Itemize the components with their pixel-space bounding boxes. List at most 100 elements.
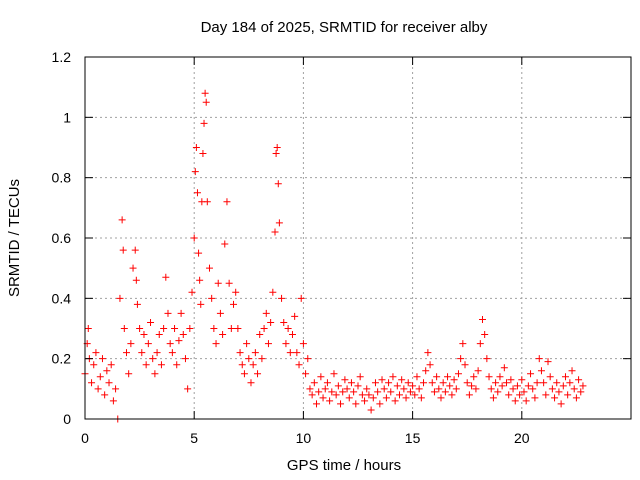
data-point-marker [575, 376, 583, 384]
data-point-marker [205, 264, 213, 272]
data-point-marker [175, 337, 183, 345]
data-point-marker [122, 349, 130, 357]
data-point-marker [216, 309, 224, 317]
data-point-marker [273, 144, 281, 151]
data-point-marker [347, 379, 355, 387]
x-tick-label: 20 [514, 430, 530, 446]
data-point-marker [426, 361, 434, 369]
data-point-marker [529, 385, 537, 393]
data-point-marker [295, 361, 303, 369]
data-point-marker [160, 325, 168, 332]
data-point-marker [367, 406, 375, 414]
data-point-marker [254, 370, 262, 378]
data-point-marker [90, 361, 98, 369]
data-point-marker [468, 382, 476, 390]
data-point-marker [409, 382, 417, 390]
data-point-marker [361, 397, 369, 405]
y-tick-label: 1 [63, 109, 71, 125]
data-point-marker [275, 219, 283, 227]
data-point-marker [503, 379, 511, 387]
plot-frame [84, 56, 632, 420]
y-tick-label: 0 [63, 411, 71, 427]
data-point-marker [284, 325, 292, 332]
data-point-marker [489, 394, 497, 402]
data-point-marker [561, 373, 569, 381]
chart-title: Day 184 of 2025, SRMTID for receiver alb… [201, 19, 488, 36]
data-point-marker [177, 309, 185, 317]
data-point-marker [234, 325, 242, 332]
data-point-marker [450, 376, 458, 384]
data-point-marker [527, 370, 535, 378]
data-point-marker [317, 373, 325, 381]
x-tick-label: 10 [296, 430, 312, 446]
data-point-marker [356, 373, 364, 381]
data-point-marker [219, 331, 227, 339]
data-point-marker [299, 340, 307, 348]
data-point-marker [225, 279, 233, 287]
data-point-marker [323, 379, 331, 387]
data-point-marker [315, 388, 323, 396]
data-point-marker [144, 340, 152, 348]
data-point-marker [533, 379, 541, 387]
y-tick-label: 0.6 [52, 230, 72, 246]
data-point-marker [88, 379, 96, 387]
data-point-marker [420, 379, 428, 387]
data-point-marker [363, 385, 371, 393]
data-point-marker [330, 370, 338, 378]
y-tick-label: 0.8 [52, 170, 72, 186]
data-point-marker [238, 361, 246, 369]
data-point-marker [262, 309, 270, 317]
data-point-marker [577, 388, 585, 396]
data-point-marker [291, 312, 299, 320]
data-point-marker [173, 361, 181, 369]
data-point-marker [200, 119, 208, 127]
data-point-marker [310, 379, 318, 387]
data-point-marker [274, 180, 282, 188]
data-point-marker [155, 331, 163, 339]
data-point-marker [227, 325, 235, 332]
data-point-marker [272, 150, 280, 158]
data-point-marker [343, 385, 351, 393]
axis-ticks: 0 0.2 0.4 0.6 0.8 1 1.2 0 5 10 15 20 [52, 49, 631, 446]
data-point-marker [524, 382, 532, 390]
data-point-marker [546, 373, 554, 381]
data-point-marker [444, 373, 452, 381]
data-point-marker [404, 379, 412, 387]
data-point-marker [232, 288, 240, 296]
data-point-marker [559, 382, 567, 390]
data-point-marker [151, 370, 159, 378]
data-point-marker [555, 388, 563, 396]
data-point-marker [278, 294, 286, 302]
data-point-marker [321, 385, 329, 393]
x-tick-label: 5 [190, 430, 198, 446]
data-point-marker [424, 349, 432, 357]
data-point-marker [437, 394, 445, 402]
data-point-marker [395, 391, 403, 399]
data-point-marker [147, 318, 155, 326]
data-point-marker [190, 234, 198, 242]
data-point-marker [516, 391, 524, 399]
data-point-marker [313, 400, 321, 408]
data-point-marker [306, 385, 314, 393]
data-point-marker [136, 325, 144, 332]
data-point-marker [181, 355, 189, 363]
data-point-marker [308, 391, 316, 399]
data-point-marker [251, 349, 259, 357]
data-point-marker [140, 331, 148, 339]
data-point-marker [476, 340, 484, 348]
y-axis-label: SRMTID / TECUs [6, 179, 23, 297]
data-point-marker [196, 276, 204, 284]
data-point-marker [542, 391, 550, 399]
data-point-marker [249, 361, 257, 369]
data-point-marker [454, 370, 462, 378]
data-point-marker [125, 370, 133, 378]
data-point-marker [210, 325, 218, 332]
data-point-marker [435, 385, 443, 393]
data-point-marker [319, 394, 327, 402]
data-point-marker [485, 373, 493, 381]
data-point-marker [389, 373, 397, 381]
data-point-marker [540, 379, 548, 387]
data-point-marker [470, 373, 478, 381]
data-point-marker [350, 388, 358, 396]
data-point-marker [119, 246, 127, 254]
